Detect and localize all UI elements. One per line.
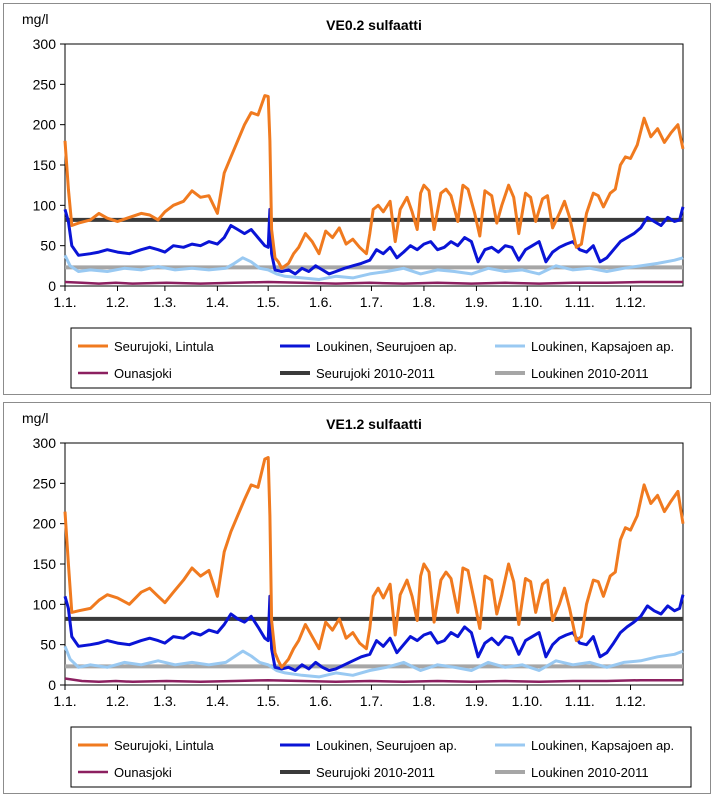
chart-panel-2: VE1.2 sulfaatti mg/l 0 50 100 150 200 250 300 1.1… xyxy=(3,402,711,794)
y-tick-label: 200 xyxy=(33,117,57,133)
x-tick-label: 1.2. xyxy=(106,294,129,310)
x-tick-label: 1.9. xyxy=(465,693,488,709)
x-tick-label: 1.4. xyxy=(206,294,229,310)
legend-label-loukinen-2010-2011: Loukinen 2010-2011 xyxy=(531,765,649,780)
series-group xyxy=(63,94,685,285)
y-tick-label: 50 xyxy=(40,637,56,653)
legend-label-loukinen-kapsajoen-ap: Loukinen, Kapsajoen ap. xyxy=(531,738,674,753)
y-tick-label: 200 xyxy=(33,516,57,532)
x-tick-label: 1.6. xyxy=(309,693,332,709)
y-tick-label: 100 xyxy=(33,596,57,612)
x-tick-label: 1.3. xyxy=(153,693,176,709)
y-axis-label: mg/l xyxy=(22,410,48,426)
x-tick-label: 1.8. xyxy=(412,294,435,310)
legend-label-ounasjoki: Ounasjoki xyxy=(114,765,172,780)
x-tick-label: 1.1. xyxy=(53,294,76,310)
y-tick-label: 300 xyxy=(33,435,57,451)
x-tick-label: 1.10. xyxy=(512,693,543,709)
x-tick-label: 1.5. xyxy=(256,693,279,709)
x-tick-label: 1.10. xyxy=(512,294,543,310)
y-tick-label: 300 xyxy=(33,36,57,52)
x-tick-label: 1.11. xyxy=(565,693,595,709)
x-tick-label: 1.1. xyxy=(53,693,76,709)
chart-1: VE0.2 sulfaatti mg/l 0 50 100 150 200 250 300 1.1… xyxy=(22,11,692,389)
chart-2: VE1.2 sulfaatti mg/l 0 50 100 150 200 250 300 1.1… xyxy=(22,410,692,788)
legend xyxy=(70,327,692,389)
series-line-loukinen-seurujoen-ap xyxy=(63,206,685,276)
y-tick-label: 0 xyxy=(48,677,56,693)
y-tick-label: 250 xyxy=(33,76,57,92)
x-tick-label: 1.4. xyxy=(206,693,229,709)
chart-title: VE0.2 sulfaatti xyxy=(326,17,422,33)
x-tick-label: 1.2. xyxy=(106,693,129,709)
legend-label-loukinen-seurujoen-ap: Loukinen, Seurujoen ap. xyxy=(316,339,457,354)
x-tick-label: 1.7. xyxy=(360,693,383,709)
legend-label-seurujoki-2010-2011: Seurujoki 2010-2011 xyxy=(316,366,435,381)
legend-label-loukinen-2010-2011: Loukinen 2010-2011 xyxy=(531,366,649,381)
x-tick-label: 1.6. xyxy=(309,294,332,310)
y-axis-label: mg/l xyxy=(22,11,48,27)
series-line-seurujoki-lintula xyxy=(63,456,685,669)
x-tick-label: 1.8. xyxy=(412,693,435,709)
y-tick-label: 50 xyxy=(40,238,56,254)
legend-label-loukinen-seurujoen-ap: Loukinen, Seurujoen ap. xyxy=(316,738,457,753)
legend xyxy=(70,726,692,788)
legend-label-seurujoki-lintula: Seurujoki, Lintula xyxy=(114,339,214,354)
y-tick-label: 150 xyxy=(33,556,57,572)
y-tick-label: 150 xyxy=(33,157,57,173)
series-line-loukinen-seurujoen-ap xyxy=(63,594,685,672)
x-tick-label: 1.12. xyxy=(615,693,646,709)
x-tick-label: 1.5. xyxy=(256,294,279,310)
y-tick-label: 0 xyxy=(48,278,56,294)
x-tick-label: 1.11. xyxy=(565,294,595,310)
x-tick-label: 1.12. xyxy=(615,294,646,310)
series-line-seurujoki-lintula xyxy=(63,94,685,270)
x-tick-label: 1.9. xyxy=(465,294,488,310)
chart-panel-1: VE0.2 sulfaatti mg/l 0 50 100 150 200 250 300 1.1… xyxy=(3,3,711,395)
series-line-ounasjoki xyxy=(64,280,683,285)
series-line-ounasjoki xyxy=(64,677,683,684)
y-tick-label: 100 xyxy=(33,197,57,213)
series-line-loukinen-kapsajoen-ap xyxy=(63,645,684,679)
legend-label-seurujoki-lintula: Seurujoki, Lintula xyxy=(114,738,214,753)
series-group xyxy=(63,456,685,684)
chart-title: VE1.2 sulfaatti xyxy=(326,416,422,432)
y-tick-label: 250 xyxy=(33,475,57,491)
x-tick-label: 1.3. xyxy=(153,294,176,310)
series-line-loukinen-kapsajoen-ap xyxy=(63,254,684,281)
legend-label-seurujoki-2010-2011: Seurujoki 2010-2011 xyxy=(316,765,435,780)
x-tick-label: 1.7. xyxy=(360,294,383,310)
legend-label-loukinen-kapsajoen-ap: Loukinen, Kapsajoen ap. xyxy=(531,339,674,354)
legend-label-ounasjoki: Ounasjoki xyxy=(114,366,172,381)
